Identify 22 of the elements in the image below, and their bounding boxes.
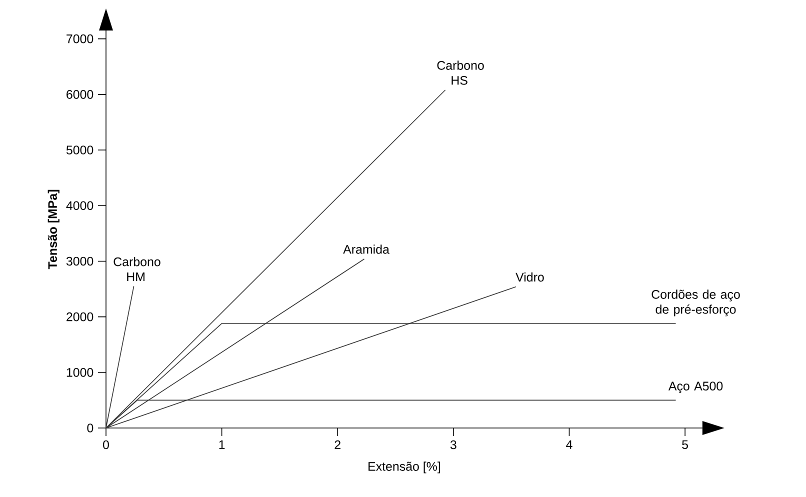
y-tick-label: 2000 xyxy=(66,312,94,322)
series-label: Aramida xyxy=(343,244,390,254)
x-axis-title: Extensão [%] xyxy=(368,462,440,474)
y-tick-label: 4000 xyxy=(66,201,94,210)
y-tick-label: 5000 xyxy=(66,146,94,154)
x-tick-label: 0 xyxy=(103,440,109,450)
series-label: Aço A500 xyxy=(668,382,723,394)
series-label: Cordões de aço de pré-esforço xyxy=(652,290,740,316)
y-tick-label: 1000 xyxy=(66,368,94,377)
series-label: Vidro xyxy=(516,272,544,282)
x-tick-label: 1 xyxy=(219,440,225,449)
x-tick-label: 4 xyxy=(566,440,572,449)
y-tick-label: 6000 xyxy=(66,90,94,99)
y-axis-title: Tensão [MPa] xyxy=(48,190,60,270)
x-tick-label: 3 xyxy=(450,440,456,450)
series-label: Carbono HS xyxy=(437,60,484,85)
series-label: Carbono HM xyxy=(114,257,160,282)
x-tick-label: 5 xyxy=(682,440,688,450)
y-tick-label: 3000 xyxy=(66,256,94,266)
x-tick-label: 2 xyxy=(334,440,340,450)
y-tick-label: 0 xyxy=(87,424,94,432)
y-tick-label: 7000 xyxy=(66,34,94,44)
